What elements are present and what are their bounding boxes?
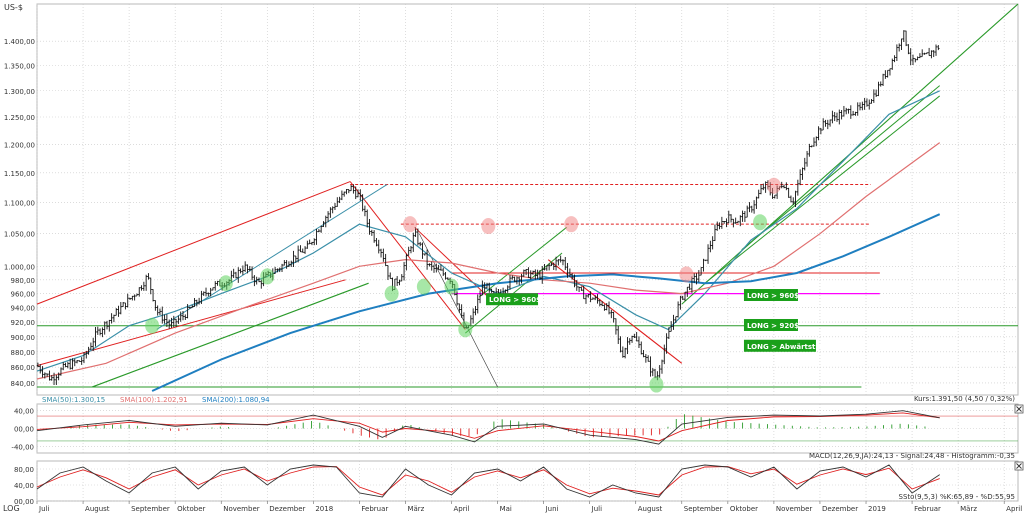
x-tick-label: April (1006, 505, 1022, 513)
x-tick-label: Oktober (177, 505, 205, 513)
x-tick-label: 2019 (868, 505, 886, 513)
y-tick-label: 1.050,00 (4, 231, 35, 239)
green-signal-circle (458, 321, 473, 338)
trend-line-black (419, 233, 498, 388)
sma200-legend: SMA(200):1.080,94 (202, 396, 270, 404)
y-tick-label: 1.100,00 (4, 200, 35, 208)
long-signal-label: LONG > 960$ (489, 296, 541, 304)
long-signal-label: LONG > Abwärtstrend (747, 343, 834, 351)
x-tick-label: November (223, 505, 260, 513)
stochastic-panel-frame (36, 460, 1019, 502)
y-tick-label: 980,00 (11, 277, 36, 285)
currency-label: US-$ (4, 3, 23, 12)
y-tick-label: 1.200,00 (4, 141, 35, 149)
x-tick-label: August (85, 505, 110, 513)
y-tick-label: 900,00 (11, 334, 36, 342)
x-tick-label: April (454, 505, 470, 513)
x-tick-label: Mai (500, 505, 512, 513)
macd-y-label: 40,00 (14, 408, 34, 416)
trend-line-green (92, 282, 369, 388)
green-signal-circle (145, 317, 160, 334)
stochastic-close-button[interactable] (1014, 461, 1024, 471)
green-signal-circle (649, 376, 664, 393)
x-tick-label: Februar (914, 505, 941, 513)
long-signal-label: LONG > 920$ (747, 322, 799, 330)
green-signal-circle (218, 275, 233, 292)
x-tick-label: Juli (38, 505, 49, 513)
x-tick-label: Oktober (730, 505, 758, 513)
long-signal-label-box (486, 293, 539, 306)
green-signal-circle (384, 285, 399, 302)
x-tick-label: September (684, 505, 723, 513)
stochastic-y-label: 80,00 (14, 466, 34, 474)
trend-line-teal (156, 184, 388, 330)
red-signal-circle (679, 266, 694, 283)
green-signal-circle (260, 268, 275, 285)
sma100-legend: SMA(100):1.202,91 (120, 396, 188, 404)
trend-line-green (478, 226, 567, 298)
y-tick-label: 1.350,00 (4, 63, 35, 71)
x-tick-label: 2018 (315, 505, 333, 513)
y-tick-label: 1.000,00 (4, 263, 35, 271)
y-tick-label: 880,00 (11, 349, 36, 357)
x-tick-label: Dezember (822, 505, 858, 513)
y-tick-label: 860,00 (11, 364, 36, 372)
long-signal-label-box (743, 339, 816, 352)
trend-line-green (704, 95, 941, 284)
x-tick-label: Dezember (269, 505, 305, 513)
macd-line (36, 410, 940, 445)
trend-line-red (36, 181, 351, 305)
trend-line-green (741, 85, 941, 251)
green-signal-circle (416, 278, 431, 295)
x-tick-label: März (407, 505, 424, 513)
red-signal-circle (403, 216, 418, 233)
stochastic-k-line (36, 464, 940, 498)
long-signal-label-box (743, 318, 798, 331)
red-signal-circle (481, 218, 496, 235)
sma50-legend: SMA(50):1.300,15 (42, 396, 105, 404)
x-tick-label: Juli (591, 505, 602, 513)
x-tick-label: Juni (545, 505, 559, 513)
red-signal-circle (766, 177, 781, 194)
x-tick-label: August (638, 505, 663, 513)
long-signal-label: LONG > 960$ (747, 292, 799, 300)
stochastic-y-label: 00,00 (14, 498, 34, 506)
x-tick-label: September (131, 505, 170, 513)
long-signal-label-box (743, 289, 798, 302)
stochastic-y-label: 40,00 (14, 482, 34, 490)
sma100-line (36, 142, 941, 380)
y-tick-label: 840,00 (11, 380, 36, 388)
stochastic-legend: SSto(9,5,3) %K:65,89 - %D:55,95 (899, 493, 1015, 501)
y-tick-label: 920,00 (11, 319, 36, 327)
x-tick-label: März (960, 505, 977, 513)
x-tick-label: November (776, 505, 813, 513)
macd-legend: MACD(12,26,9,JA):24,13 - Signal:24,48 - … (809, 452, 1015, 460)
macd-y-label: -40,00 (11, 443, 34, 451)
y-tick-label: 1.300,00 (4, 88, 35, 96)
log-scale-label: LOG (3, 504, 20, 513)
macd-close-button[interactable] (1014, 404, 1024, 414)
green-signal-circle (444, 278, 459, 295)
y-tick-label: 1.150,00 (4, 170, 35, 178)
kurs-label: Kurs:1.391,50 (4,50 / 0,32%) (914, 395, 1015, 403)
trend-line-green (465, 252, 563, 334)
y-tick-label: 960,00 (11, 291, 36, 299)
y-tick-label: 940,00 (11, 305, 36, 313)
red-signal-circle (564, 216, 579, 233)
y-tick-label: 1.400,00 (4, 38, 35, 46)
sma200-line (151, 213, 941, 392)
y-tick-label: 1.250,00 (4, 114, 35, 122)
macd-y-label: 00,00 (14, 426, 34, 434)
green-signal-circle (753, 214, 768, 231)
x-tick-label: Februar (361, 505, 388, 513)
